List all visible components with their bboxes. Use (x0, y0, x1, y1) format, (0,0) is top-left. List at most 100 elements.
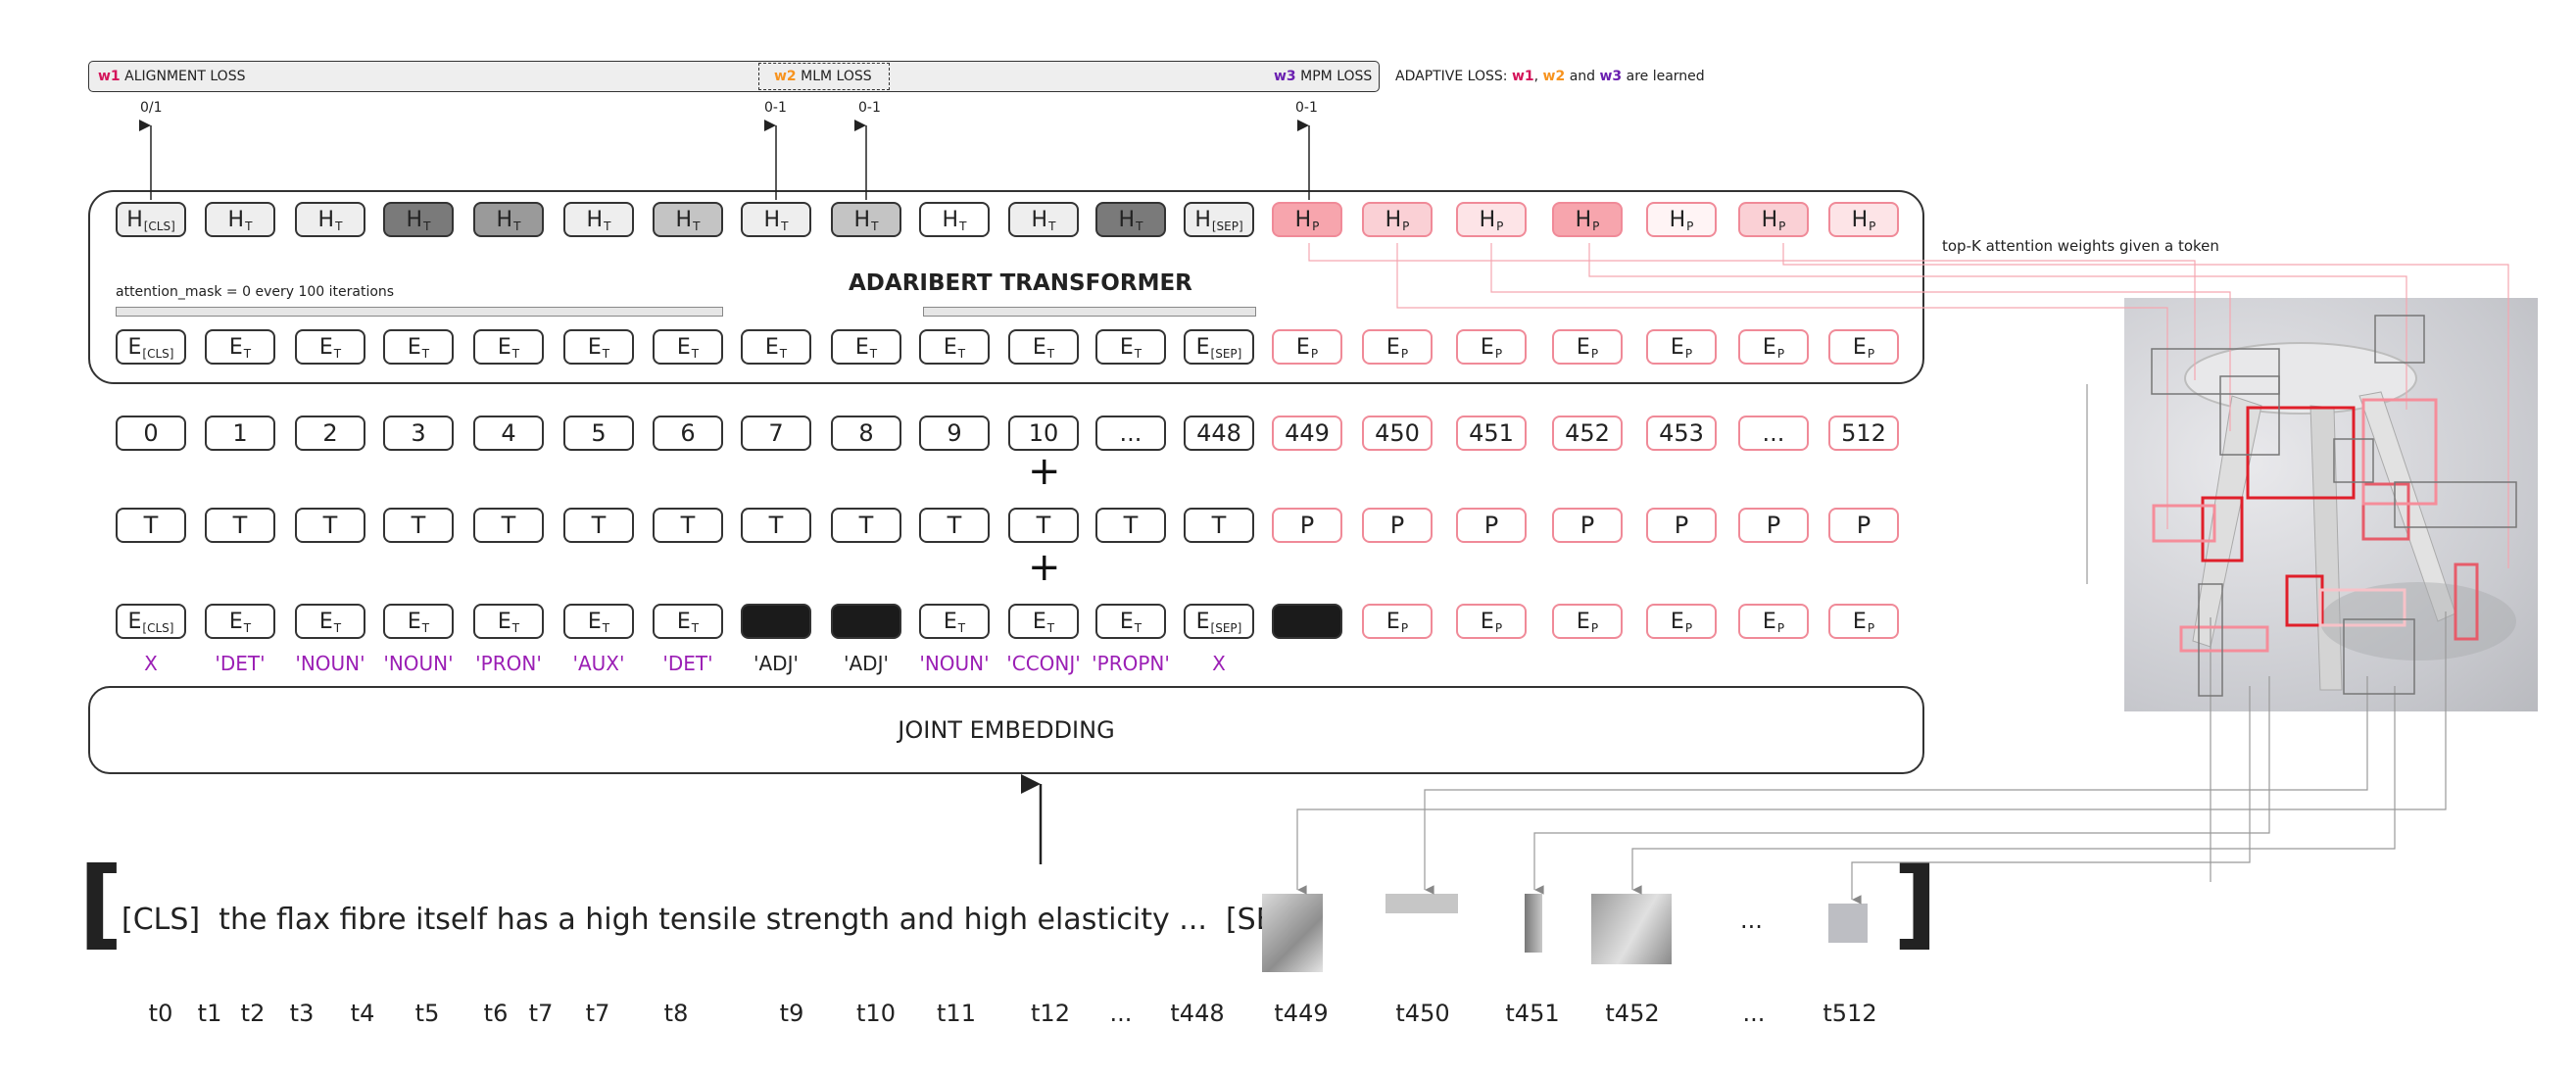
segment-id-7-label: T (768, 512, 784, 539)
layer-embedding-0: E [CLS] (116, 329, 186, 365)
position-id-19-label: 512 (1841, 419, 1886, 447)
layer-embedding-17-label: E (1670, 334, 1684, 360)
hidden-state-13-subscript: P (1312, 220, 1320, 233)
alignment-loss-text: ALIGNMENT LOSS (124, 69, 246, 84)
input-embedding-10-label: E (1032, 609, 1046, 634)
hidden-state-8-label: H (853, 207, 871, 232)
layer-embedding-13-subscript: P (1310, 347, 1319, 361)
segment-id-18-label: P (1766, 512, 1781, 539)
masked-embedding-7 (741, 604, 811, 639)
input-embedding-14-label: E (1385, 609, 1400, 634)
input-embedding-9-label: E (943, 609, 957, 634)
layer-embedding-8-label: E (854, 334, 869, 360)
position-id-2-label: 2 (322, 419, 338, 447)
layer-embedding-16-subscript: P (1590, 347, 1599, 361)
input-embedding-5-subscript: T (602, 621, 610, 635)
hidden-state-18-subscript: P (1778, 220, 1786, 233)
position-id-9-label: 9 (947, 419, 962, 447)
position-id-13: 449 (1272, 416, 1342, 451)
layer-embedding-2-subscript: T (333, 347, 342, 361)
hidden-state-12: H [SEP] (1184, 202, 1254, 237)
layer-embedding-6-label: E (676, 334, 691, 360)
attention-lines (1308, 243, 2509, 568)
hidden-state-2-label: H (317, 207, 335, 232)
input-embedding-15-subscript: P (1494, 621, 1503, 635)
layer-embedding-14-label: E (1385, 334, 1400, 360)
position-id-4: 4 (473, 416, 544, 451)
image-patch-449 (1262, 894, 1323, 972)
layer-embedding-12-subscript: [SEP] (1210, 347, 1242, 361)
hidden-state-17-label: H (1669, 207, 1686, 232)
position-id-8-label: 8 (858, 419, 874, 447)
hidden-state-15-subscript: P (1496, 220, 1504, 233)
hidden-state-13-label: H (1294, 207, 1312, 232)
input-embedding-0-label: E (127, 609, 142, 634)
adaptive-w3: w3 (1599, 69, 1623, 84)
image-patch-452 (1591, 894, 1672, 964)
input-embedding-10-subscript: T (1046, 621, 1055, 635)
hidden-state-16-label: H (1575, 207, 1592, 232)
hidden-state-0-label: H (126, 207, 143, 232)
pos-tag-7: 'ADJ' (753, 652, 799, 675)
hidden-state-4-label: H (496, 207, 513, 232)
position-id-19: 512 (1828, 416, 1899, 451)
input-embedding-1-label: E (228, 609, 243, 634)
position-id-7: 7 (741, 416, 811, 451)
token-id-12: t11 (937, 1000, 976, 1027)
segment-id-6-label: T (680, 512, 696, 539)
hidden-state-10-subscript: T (1048, 220, 1056, 233)
pos-tag-6: 'DET' (662, 652, 713, 675)
w3-label: w3 (1274, 69, 1296, 84)
hidden-state-2-subscript: T (335, 220, 343, 233)
position-id-1: 1 (205, 416, 275, 451)
segment-id-0: T (116, 508, 186, 543)
hidden-state-12-subscript: [SEP] (1211, 220, 1243, 233)
token-id-1: t1 (197, 1000, 222, 1027)
layer-embedding-3-subscript: T (421, 347, 430, 361)
segment-id-2: T (295, 508, 365, 543)
layer-embedding-4-subscript: T (511, 347, 520, 361)
position-id-9: 9 (919, 416, 990, 451)
segment-id-8: T (831, 508, 901, 543)
masked-embedding-13 (1272, 604, 1342, 639)
layer-embedding-10-subscript: T (1046, 347, 1055, 361)
input-embedding-14-subscript: P (1400, 621, 1409, 635)
position-id-6-label: 6 (680, 419, 696, 447)
hidden-state-8-subscript: T (871, 220, 879, 233)
input-embedding-16-subscript: P (1590, 621, 1599, 635)
segment-id-11-label: T (1123, 512, 1139, 539)
layer-embedding-10-label: E (1032, 334, 1046, 360)
position-id-15: 451 (1456, 416, 1527, 451)
segment-id-4-label: T (501, 512, 516, 539)
token-id-17: t450 (1395, 1000, 1450, 1027)
adaptive-prefix: ADAPTIVE LOSS: (1395, 69, 1508, 84)
hidden-state-12-label: H (1194, 207, 1211, 232)
token-id-7: t7 (528, 1000, 554, 1027)
layer-embedding-14-subscript: P (1400, 347, 1409, 361)
segment-id-9-label: T (947, 512, 962, 539)
segment-id-11: T (1095, 508, 1166, 543)
position-id-5-label: 5 (591, 419, 607, 447)
